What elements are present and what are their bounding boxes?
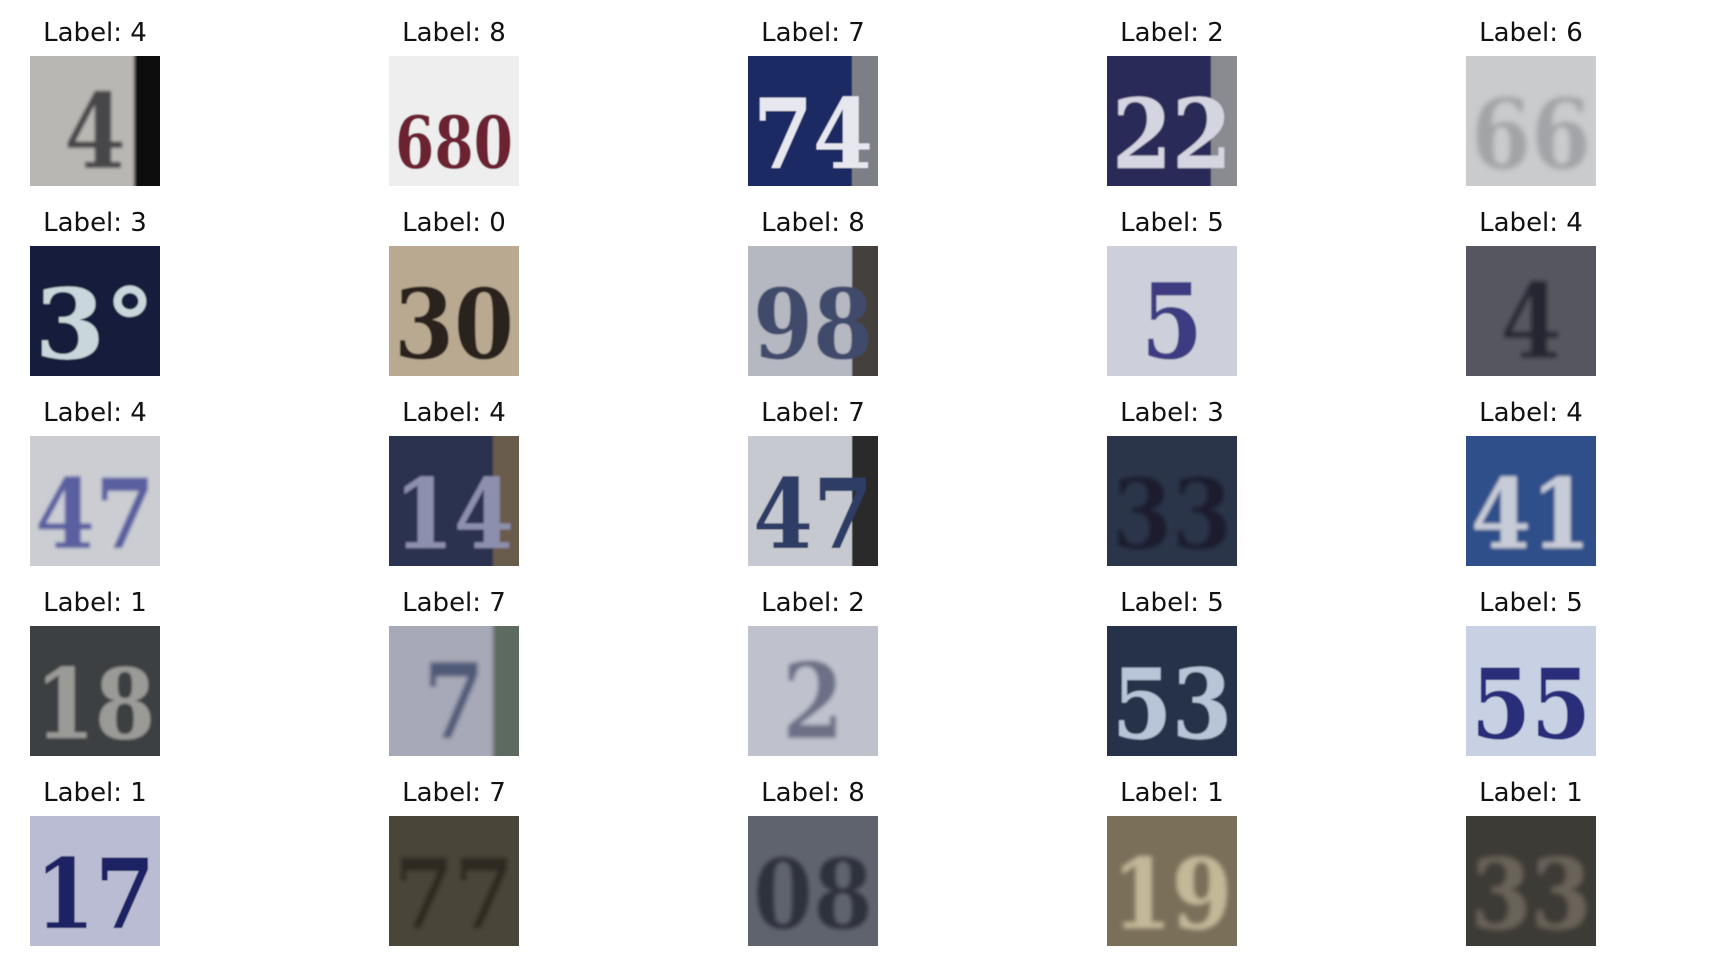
sample-label: Label: 3 <box>1067 398 1277 428</box>
digit-image: 33 <box>1107 436 1237 566</box>
svg-text:19: 19 <box>1112 838 1232 946</box>
svg-text:33: 33 <box>1112 458 1232 566</box>
svg-text:2: 2 <box>782 640 844 756</box>
sample-label: Label: 5 <box>1067 208 1277 238</box>
digit-image: 5 <box>1107 246 1237 376</box>
sample-label: Label: 6 <box>1426 18 1636 48</box>
sample-label: Label: 1 <box>1067 778 1277 808</box>
svg-text:22: 22 <box>1112 78 1232 186</box>
digit-image: 41 <box>1466 436 1596 566</box>
digit-image: 4 <box>30 56 160 186</box>
sample-label: Label: 5 <box>1067 588 1277 618</box>
digit-image: 74 <box>748 56 878 186</box>
svg-text:4: 4 <box>1500 260 1562 376</box>
svg-text:77: 77 <box>394 838 514 946</box>
digit-image: 680 <box>389 56 519 186</box>
digit-image: 33 <box>1466 816 1596 946</box>
svg-text:5: 5 <box>1141 260 1203 376</box>
digit-image: 18 <box>30 626 160 756</box>
digit-image: 47 <box>748 436 878 566</box>
sample-label: Label: 8 <box>349 18 559 48</box>
svg-text:4: 4 <box>64 70 126 186</box>
digit-image: 53 <box>1107 626 1237 756</box>
svg-text:3°: 3° <box>35 268 155 376</box>
svg-text:47: 47 <box>35 458 155 566</box>
sample-label: Label: 2 <box>708 588 918 618</box>
digit-image: 30 <box>389 246 519 376</box>
digit-image: 7 <box>389 626 519 756</box>
sample-label: Label: 4 <box>349 398 559 428</box>
sample-label: Label: 1 <box>1426 778 1636 808</box>
svg-text:08: 08 <box>753 838 873 946</box>
svg-text:74: 74 <box>753 78 873 186</box>
digit-image: 98 <box>748 246 878 376</box>
svg-text:55: 55 <box>1471 648 1591 756</box>
svg-text:47: 47 <box>753 458 873 566</box>
svg-text:7: 7 <box>423 640 485 756</box>
svg-text:680: 680 <box>395 100 513 185</box>
svg-text:17: 17 <box>35 838 155 946</box>
digit-image: 3° <box>30 246 160 376</box>
digit-image: 66 <box>1466 56 1596 186</box>
svg-text:66: 66 <box>1471 78 1591 186</box>
sample-label: Label: 2 <box>1067 18 1277 48</box>
digit-image: 22 <box>1107 56 1237 186</box>
sample-label: Label: 4 <box>0 18 200 48</box>
digit-image: 19 <box>1107 816 1237 946</box>
sample-label: Label: 1 <box>0 778 200 808</box>
digit-image: 4 <box>1466 246 1596 376</box>
digit-image: 77 <box>389 816 519 946</box>
sample-label: Label: 8 <box>708 778 918 808</box>
sample-label: Label: 7 <box>349 588 559 618</box>
sample-label: Label: 7 <box>708 398 918 428</box>
sample-label: Label: 4 <box>1426 208 1636 238</box>
svg-text:98: 98 <box>753 268 873 376</box>
digit-image: 17 <box>30 816 160 946</box>
sample-label: Label: 0 <box>349 208 559 238</box>
sample-label: Label: 7 <box>349 778 559 808</box>
digit-image: 08 <box>748 816 878 946</box>
digit-image: 2 <box>748 626 878 756</box>
digit-image: 14 <box>389 436 519 566</box>
sample-label: Label: 5 <box>1426 588 1636 618</box>
digit-image: 47 <box>30 436 160 566</box>
sample-label: Label: 4 <box>0 398 200 428</box>
sample-label: Label: 3 <box>0 208 200 238</box>
digit-image: 55 <box>1466 626 1596 756</box>
svg-text:41: 41 <box>1471 458 1591 566</box>
svg-text:53: 53 <box>1112 648 1232 756</box>
sample-label: Label: 8 <box>708 208 918 238</box>
sample-label: Label: 1 <box>0 588 200 618</box>
svg-text:30: 30 <box>394 268 514 376</box>
svg-text:14: 14 <box>394 458 514 566</box>
svg-text:33: 33 <box>1471 838 1591 946</box>
sample-label: Label: 4 <box>1426 398 1636 428</box>
svg-text:18: 18 <box>35 648 155 756</box>
sample-label: Label: 7 <box>708 18 918 48</box>
